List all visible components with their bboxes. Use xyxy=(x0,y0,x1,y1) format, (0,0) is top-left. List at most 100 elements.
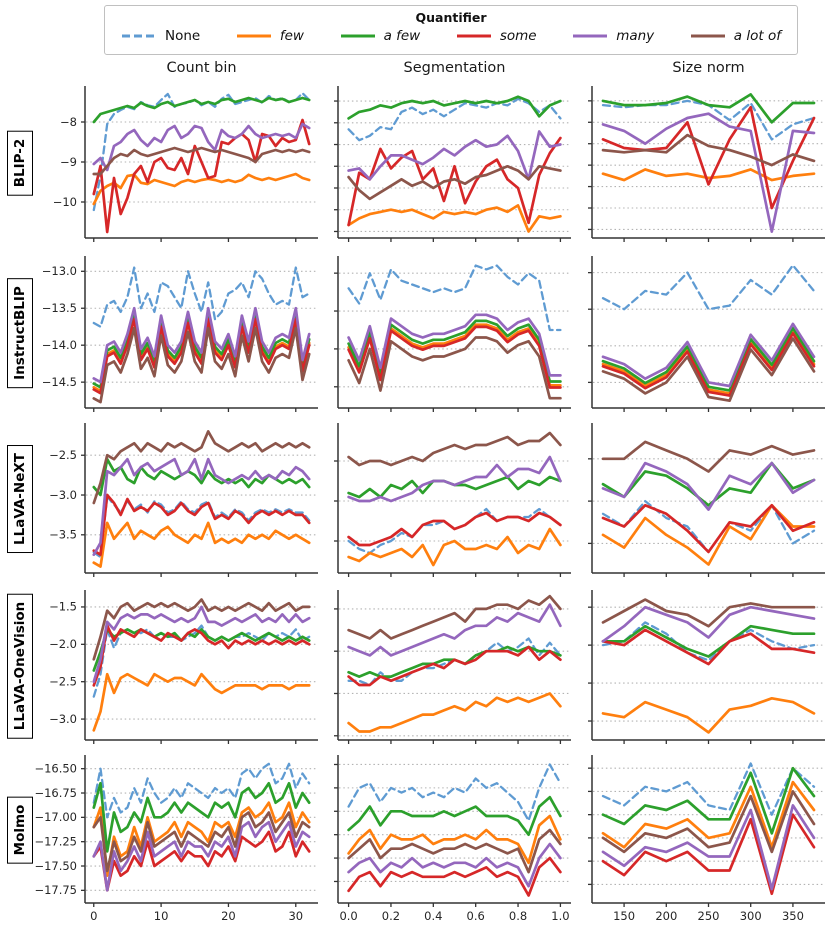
series-line-a-few xyxy=(601,461,816,507)
y-tick-label: −14.0 xyxy=(42,338,77,352)
subplot-instructblip-size-norm xyxy=(588,256,825,412)
series-line-many xyxy=(92,122,311,172)
series-line-a-lot-of xyxy=(601,598,816,628)
y-tick-label: −2.5 xyxy=(49,674,77,688)
series-line-a-lot-of xyxy=(92,598,311,661)
series-line-some xyxy=(601,813,816,896)
series-line-a-few xyxy=(601,766,816,835)
series-line-a-lot-of xyxy=(601,440,816,473)
series-line-many xyxy=(601,605,816,643)
x-tick-label: 300 xyxy=(740,909,762,923)
column-title-size-norm: Size norm xyxy=(672,60,745,76)
series-line-none xyxy=(92,762,311,819)
row-label-llava-onevision: LLaVA-OneVision xyxy=(7,593,33,739)
series-line-some xyxy=(347,325,562,389)
series-line-a-few xyxy=(601,326,816,392)
x-tick-label: 10 xyxy=(154,909,169,923)
x-tick-label: 0.6 xyxy=(467,909,485,923)
x-tick-label: 20 xyxy=(221,909,236,923)
series-line-a-lot-of xyxy=(601,337,816,403)
series-line-many xyxy=(601,322,816,388)
x-tick-label: 1.0 xyxy=(551,909,569,923)
series-line-a-lot-of xyxy=(347,164,562,201)
legend-label: few xyxy=(279,28,304,44)
y-tick-label: −10 xyxy=(53,195,77,209)
series-line-some xyxy=(92,624,311,687)
y-tick-label: −3.0 xyxy=(49,712,77,726)
x-tick-label: 0.4 xyxy=(424,909,442,923)
legend-item-a-lot-of: a lot of xyxy=(690,28,781,44)
y-tick-label: −2.5 xyxy=(49,448,77,462)
x-tick-label: 0.2 xyxy=(382,909,400,923)
y-tick-label: −13.0 xyxy=(42,264,77,278)
subplot-llava-onevision-segmentation xyxy=(334,590,571,744)
series-line-none xyxy=(347,264,562,332)
legend-line-sample-few xyxy=(236,34,271,38)
y-tick-label: −17.00 xyxy=(34,810,77,824)
x-tick-label: 250 xyxy=(698,909,720,923)
subplot-llava-onevision-size-norm xyxy=(588,590,825,744)
series-line-many xyxy=(92,457,311,557)
series-line-some xyxy=(92,493,311,557)
legend-line-sample-a-lot-of xyxy=(690,34,725,38)
series-line-none xyxy=(92,266,311,328)
series-line-few xyxy=(92,672,311,732)
y-tick-label: −2.0 xyxy=(49,637,77,651)
row-label-text: BLIP-2 xyxy=(12,138,28,188)
series-line-a-lot-of xyxy=(92,326,311,404)
y-tick-label: −17.75 xyxy=(34,883,77,897)
legend-label: some xyxy=(499,28,537,44)
series-line-none xyxy=(601,762,816,816)
subplot-molmo-segmentation: 0.0 0.2 0.4 0.6 0.8 1.0 xyxy=(334,755,571,923)
legend-item-a-few: a few xyxy=(340,28,421,44)
series-line-many xyxy=(601,461,816,511)
x-tick-label: 0.8 xyxy=(509,909,527,923)
series-line-none xyxy=(347,97,562,142)
series-line-a-lot-of xyxy=(92,146,311,176)
series-line-many xyxy=(92,605,311,684)
y-tick-label: −14.5 xyxy=(42,375,77,389)
series-line-some xyxy=(347,511,562,547)
series-line-a-lot-of xyxy=(92,811,311,873)
row-label-molmo: Molmo xyxy=(7,796,33,864)
row-label-text: LLaVA-OneVision xyxy=(12,601,28,731)
subplot-llava-next-count-bin: −2.5 −3.0 −3.5 xyxy=(49,423,318,577)
series-line-many xyxy=(347,842,562,888)
legend-items: None few a few some many a lot of xyxy=(105,25,797,44)
series-line-few xyxy=(347,204,562,233)
series-line-none xyxy=(601,621,816,662)
series-line-some xyxy=(347,645,562,687)
series-line-a-lot-of xyxy=(347,336,562,400)
y-tick-label: −17.50 xyxy=(34,859,77,873)
series-line-few xyxy=(92,521,311,568)
series-line-some xyxy=(601,332,816,397)
x-tick-label: 200 xyxy=(655,909,677,923)
series-line-few xyxy=(601,780,816,849)
y-tick-label: −9 xyxy=(60,155,77,169)
series-line-a-lot-of xyxy=(601,790,816,854)
y-tick-label: −8 xyxy=(60,115,77,129)
series-line-many xyxy=(347,603,562,657)
series-line-many xyxy=(347,313,562,377)
series-line-many xyxy=(347,455,562,503)
series-line-many xyxy=(601,112,816,233)
series-line-a-few xyxy=(92,781,311,853)
series-line-none xyxy=(347,763,562,822)
series-line-a-lot-of xyxy=(601,133,816,167)
legend-line-sample-many xyxy=(573,34,608,38)
x-tick-label: 150 xyxy=(613,909,635,923)
series-line-some xyxy=(601,503,816,554)
series-line-a-few xyxy=(601,624,816,658)
legend-label: a few xyxy=(383,28,421,44)
subplot-molmo-size-norm: 150 200 250 300 350 xyxy=(588,755,825,923)
column-title-segmentation: Segmentation xyxy=(403,60,506,76)
column-title-count-bin: Count bin xyxy=(166,60,237,76)
x-tick-label: 0 xyxy=(90,909,97,923)
y-tick-label: −3.5 xyxy=(49,528,77,542)
legend-line-sample-a-few xyxy=(340,34,375,38)
series-line-none xyxy=(347,507,562,555)
series-line-many xyxy=(92,306,311,384)
legend-label: a lot of xyxy=(733,28,781,44)
y-tick-label: −16.75 xyxy=(34,786,77,800)
